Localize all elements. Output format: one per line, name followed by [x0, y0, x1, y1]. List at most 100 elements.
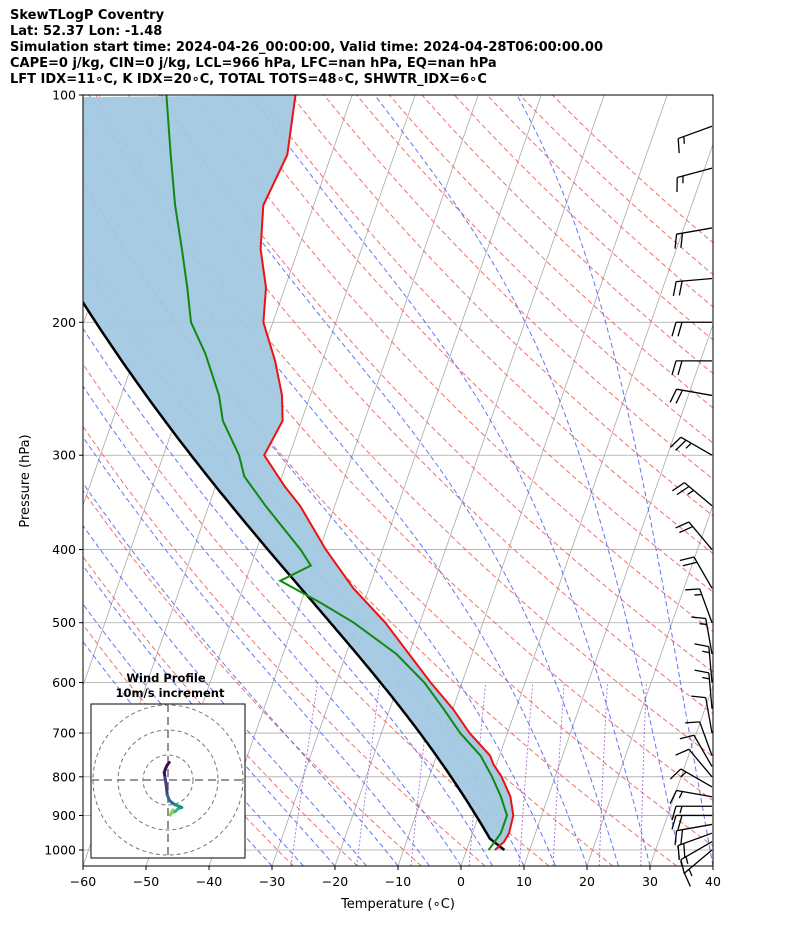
y-tick-label: 500	[52, 615, 76, 630]
mixing-ratio-line	[518, 682, 534, 866]
dewpoint-line	[165, 95, 509, 851]
wind-barb-flag	[682, 561, 698, 567]
y-tick-label: 700	[52, 726, 76, 741]
wind-barb-flag	[672, 281, 677, 297]
moist-adiabat	[158, 95, 619, 866]
wind-barb-staff	[699, 588, 713, 623]
isotherm-gridline	[271, 95, 542, 866]
wind-barb-flag	[669, 790, 678, 804]
moist-adiabat	[83, 327, 493, 866]
wind-barb	[671, 482, 713, 507]
wind-barb	[685, 588, 713, 623]
wind-barb-flag	[680, 233, 684, 248]
dry-adiabat	[127, 95, 713, 715]
temperature-line	[259, 95, 515, 851]
wind-barb-half-flag	[688, 869, 693, 877]
wind-barb	[680, 841, 713, 874]
dry-adiabat	[160, 95, 713, 673]
wind-barb-flag	[674, 234, 678, 249]
wind-barb	[679, 556, 713, 589]
wind-barb-flag	[676, 485, 690, 496]
y-tick-label: 100	[52, 88, 76, 103]
wind-barb	[675, 521, 713, 550]
wind-barb	[671, 814, 712, 830]
wind-barb-half-flag	[687, 489, 694, 495]
wind-barb	[685, 721, 713, 756]
stability-line: CAPE=0 j/kg, CIN=0 j/kg, LCL=966 hPa, LF…	[10, 56, 497, 71]
wind-barb-flag	[679, 734, 695, 740]
wind-barb-flag	[677, 322, 683, 337]
dry-adiabat	[388, 95, 713, 409]
y-tick-label: 200	[52, 315, 76, 330]
isotherm-gridline	[649, 684, 713, 866]
wind-barb	[676, 167, 713, 193]
wind-barb-half-flag	[702, 650, 710, 654]
dry-adiabat	[519, 95, 713, 276]
x-tick-label: −40	[196, 874, 222, 889]
wind-barb-flag	[678, 280, 683, 296]
mixing-ratio-line	[640, 682, 647, 866]
moist-adiabat	[83, 385, 462, 866]
x-tick-label: −10	[385, 874, 411, 889]
mixing-ratio-line	[468, 682, 487, 866]
moist-adiabat	[88, 95, 588, 866]
wind-barb-flag	[683, 843, 686, 859]
mixing-ratio-line	[290, 682, 319, 866]
y-tick-label: 800	[52, 769, 76, 784]
wind-barb	[674, 823, 713, 846]
location-line: Lat: 52.37 Lon: -1.48	[10, 24, 163, 39]
wind-barb-half-flag	[694, 593, 702, 596]
wind-barb	[669, 388, 713, 404]
wind-barb-staff	[676, 227, 713, 235]
isotherm-gridline	[586, 503, 713, 866]
wind-barb	[675, 748, 713, 778]
wind-barb-staff	[705, 697, 713, 734]
wind-barb-half-flag	[702, 676, 710, 680]
x-tick-label: 20	[579, 874, 595, 889]
dry-adiabat	[95, 95, 713, 758]
wind-profile-inset: Wind Profile 10m/s increment	[90, 671, 246, 859]
x-tick-label: 30	[642, 874, 658, 889]
x-tick-label: −30	[259, 874, 285, 889]
wind-barb-flag	[675, 521, 690, 529]
dry-adiabat	[486, 95, 713, 308]
wind-barb	[674, 227, 713, 249]
wind-barb-flag	[677, 815, 683, 830]
dry-adiabat	[193, 95, 713, 633]
x-tick-label: −60	[70, 874, 96, 889]
wind-barb	[691, 695, 713, 734]
x-tick-label: 0	[457, 874, 465, 889]
wind-barb-flag	[675, 439, 687, 451]
wind-barb	[683, 849, 713, 887]
chart-title: SkewTLogP Coventry	[10, 8, 165, 23]
wind-barb-half-flag	[679, 806, 683, 814]
wind-barb-flag	[677, 360, 683, 376]
cin-shading	[83, 95, 514, 850]
wind-barb-staff	[676, 823, 713, 832]
wind-barb-staff	[676, 789, 713, 798]
wind-barb-flag	[691, 695, 706, 699]
wind-barb-flag	[679, 556, 695, 562]
wind-barb-flag	[680, 829, 684, 845]
wind-barb-flag	[669, 436, 682, 448]
x-tick-label: 10	[516, 874, 532, 889]
wind-barb-flag	[685, 721, 700, 724]
moist-adiabat	[251, 95, 651, 866]
dry-adiabat	[323, 95, 713, 480]
inset-title: Wind Profile	[126, 671, 206, 685]
wind-barb-flag	[671, 806, 677, 821]
y-tick-label: 400	[52, 542, 76, 557]
dry-adiabat	[258, 95, 713, 555]
wind-barb	[691, 616, 713, 655]
mixing-ratio-line	[598, 682, 608, 866]
chart-header: SkewTLogP Coventry Lat: 52.37 Lon: -1.48…	[10, 8, 603, 88]
wind-barb-flag	[671, 815, 677, 830]
wind-barb-flag	[669, 768, 682, 780]
wind-barb-flag	[669, 388, 678, 403]
inset-frame	[90, 703, 246, 859]
wind-barb	[669, 768, 713, 788]
y-tick-label: 600	[52, 675, 76, 690]
moist-adiabat	[516, 95, 713, 866]
moist-adiabat	[83, 603, 304, 866]
